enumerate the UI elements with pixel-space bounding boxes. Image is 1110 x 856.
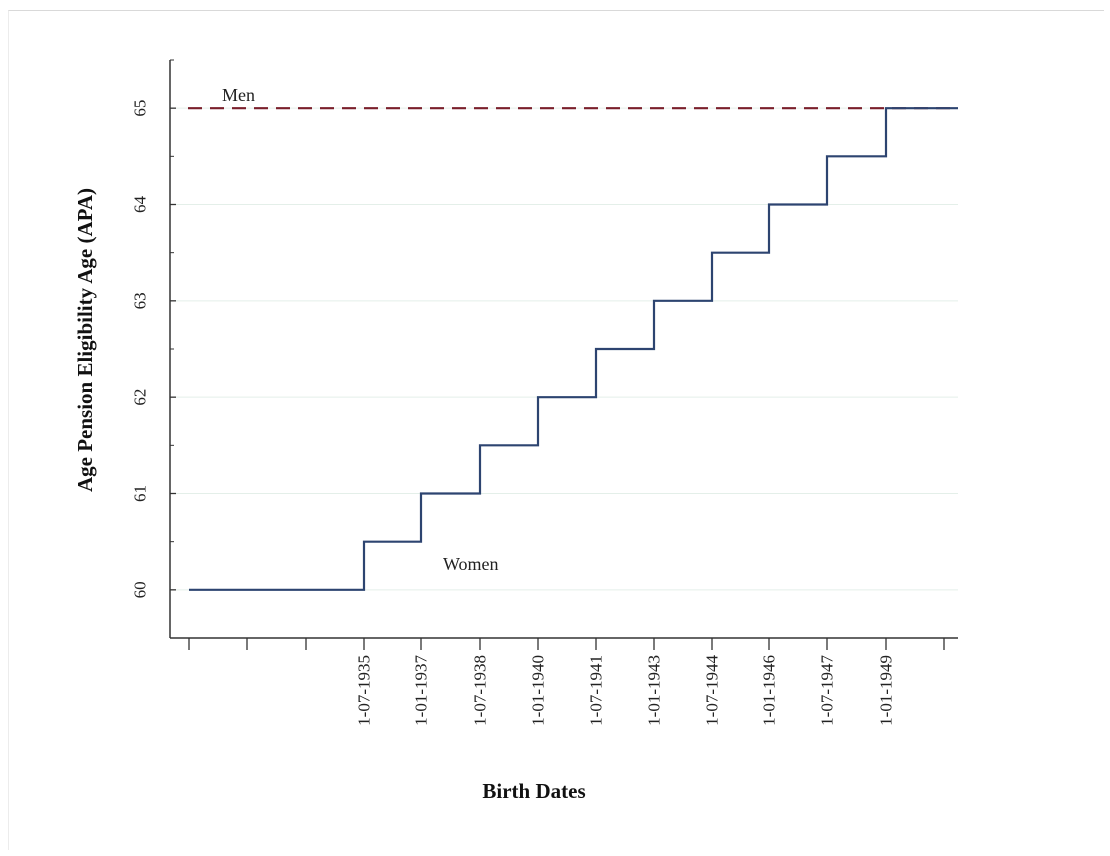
labels-layer: Age Pension Eligibility Age (APA) Birth … <box>73 85 896 803</box>
x-tick-label-1-07-1947: 1-07-1947 <box>818 655 837 726</box>
x-tick-label-1-01-1949: 1-01-1949 <box>877 655 896 726</box>
y-tick-label-61: 61 <box>131 485 150 502</box>
x-tick-label-1-07-1935: 1-07-1935 <box>355 655 374 726</box>
axes <box>169 59 958 650</box>
x-axis-label: Birth Dates <box>482 779 585 803</box>
y-tick-label-63: 63 <box>131 292 150 309</box>
x-tick-label-1-07-1941: 1-07-1941 <box>587 655 606 726</box>
y-tick-label-62: 62 <box>131 389 150 406</box>
x-tick-label-1-07-1938: 1-07-1938 <box>471 655 490 726</box>
x-tick-label-1-07-1944: 1-07-1944 <box>703 655 722 726</box>
series-layer <box>188 107 958 591</box>
y-tick-label-60: 60 <box>131 581 150 598</box>
y-tick-label-65: 65 <box>131 100 150 117</box>
series-women-step <box>189 107 958 591</box>
x-tick-label-1-01-1946: 1-01-1946 <box>760 655 779 726</box>
series-label-men: Men <box>222 85 255 105</box>
figure-frame <box>8 10 1104 850</box>
series-label-women: Women <box>443 554 499 574</box>
x-tick-label-1-01-1940: 1-01-1940 <box>529 655 548 726</box>
y-axis-label: Age Pension Eligibility Age (APA) <box>73 188 97 492</box>
x-tick-label-1-01-1943: 1-01-1943 <box>645 655 664 726</box>
y-tick-label-64: 64 <box>131 196 150 214</box>
grid-lines <box>170 107 958 591</box>
x-tick-label-1-01-1937: 1-01-1937 <box>412 655 431 726</box>
